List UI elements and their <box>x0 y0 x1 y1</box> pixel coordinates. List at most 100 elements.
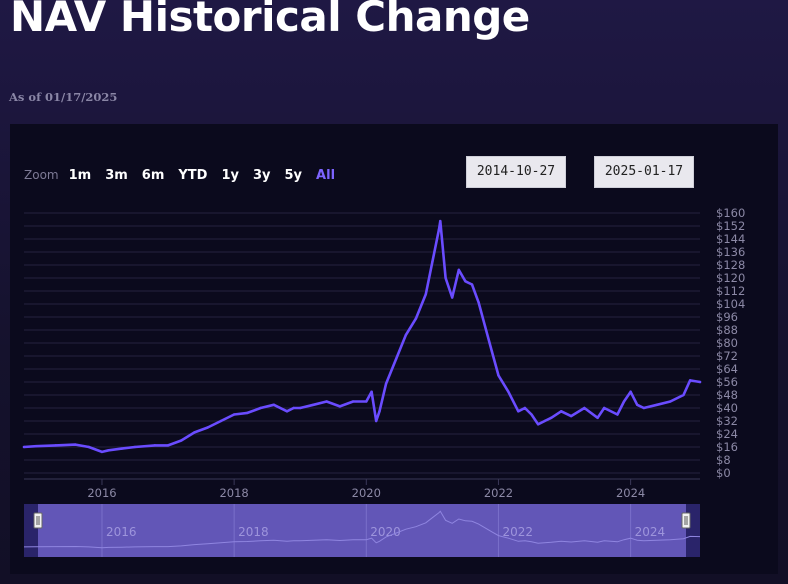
data-point <box>616 413 619 416</box>
data-point <box>490 349 494 353</box>
data-point <box>232 413 236 416</box>
data-point <box>87 445 90 449</box>
data-point <box>193 431 196 434</box>
data-point <box>431 260 434 263</box>
y-tick-label: $0 <box>716 466 731 480</box>
data-point <box>22 445 26 449</box>
y-tick-label: $40 <box>716 401 738 415</box>
y-tick-label: $160 <box>716 206 745 220</box>
y-tick-label: $80 <box>716 336 738 350</box>
data-point <box>484 325 487 328</box>
chart-panel: Zoom 1m 3m 6m YTD 1y 3y 5y All 2014-10-2… <box>10 124 778 574</box>
data-point <box>100 450 104 454</box>
data-point <box>351 400 355 403</box>
data-point <box>629 390 632 393</box>
data-point <box>437 228 441 231</box>
data-point <box>682 393 685 397</box>
y-tick-label: $32 <box>716 414 738 428</box>
y-tick-label: $64 <box>716 362 738 376</box>
data-point <box>54 444 57 447</box>
data-point <box>464 280 467 283</box>
data-point <box>530 413 533 416</box>
data-point <box>384 382 388 385</box>
data-point <box>153 444 157 447</box>
data-point <box>166 444 170 447</box>
data-point <box>285 410 289 413</box>
navigator-tick-label: 2018 <box>238 525 269 539</box>
zoom-1y-button[interactable]: 1y <box>221 167 239 183</box>
zoom-5y-button[interactable]: 5y <box>284 167 303 183</box>
data-point <box>642 406 646 410</box>
data-point <box>688 379 692 382</box>
zoom-all-button[interactable]: All <box>316 167 336 183</box>
data-point <box>439 219 442 223</box>
navigator-left-handle[interactable] <box>33 512 43 529</box>
y-tick-label: $112 <box>716 284 745 298</box>
data-point <box>569 414 573 418</box>
zoom-3y-button[interactable]: 3y <box>252 167 271 183</box>
zoom-label: Zoom <box>24 168 59 182</box>
navigator-tick-label: 2016 <box>106 525 137 539</box>
y-tick-label: $120 <box>716 271 745 285</box>
y-tick-label: $104 <box>716 297 745 311</box>
data-point <box>517 410 520 413</box>
data-point <box>338 405 342 408</box>
data-point <box>636 403 639 406</box>
zoom-ytd-button[interactable]: YTD <box>178 167 208 183</box>
data-point <box>219 419 223 423</box>
to-date-input[interactable]: 2025-01-17 <box>594 156 694 188</box>
y-tick-label: $88 <box>716 323 738 337</box>
data-point <box>536 423 540 426</box>
navigator-tick-label: 2022 <box>502 525 533 539</box>
data-point <box>414 317 418 320</box>
data-point <box>370 390 373 393</box>
data-point <box>450 296 454 299</box>
data-point <box>669 400 672 403</box>
data-point <box>523 406 527 410</box>
data-point <box>583 406 586 410</box>
y-tick-label: $72 <box>716 349 738 363</box>
zoom-1m-button[interactable]: 1m <box>68 167 92 183</box>
data-point <box>470 283 474 286</box>
zoom-range-selector: Zoom 1m 3m 6m YTD 1y 3y 5y All <box>24 166 349 184</box>
navigator-series-line <box>23 510 701 549</box>
navigator-right-handle[interactable] <box>681 512 691 529</box>
data-point <box>133 445 137 449</box>
data-point <box>560 410 563 413</box>
y-tick-label: $152 <box>716 219 745 233</box>
x-tick-label: 2022 <box>484 486 513 500</box>
y-tick-label: $56 <box>716 375 738 389</box>
data-point <box>655 403 659 406</box>
data-point <box>365 400 368 403</box>
data-point <box>107 449 110 452</box>
y-tick-label: $16 <box>716 440 738 454</box>
zoom-6m-button[interactable]: 6m <box>141 167 165 183</box>
data-point <box>325 400 328 403</box>
data-point <box>477 301 480 304</box>
from-date-input[interactable]: 2014-10-27 <box>466 156 566 188</box>
y-tick-label: $48 <box>716 388 738 402</box>
data-point <box>312 403 315 406</box>
data-point <box>375 419 378 423</box>
data-point <box>299 406 302 410</box>
navigator-tick-label: 2024 <box>635 525 666 539</box>
y-tick-label: $96 <box>716 310 738 324</box>
zoom-3m-button[interactable]: 3m <box>105 167 128 183</box>
data-point <box>444 276 447 280</box>
data-point <box>272 403 275 406</box>
page-title: NAV Historical Change <box>10 0 530 41</box>
x-tick-label: 2016 <box>87 486 116 500</box>
data-point <box>507 390 510 393</box>
y-tick-label: $8 <box>716 453 731 467</box>
y-tick-label: $136 <box>716 245 745 259</box>
data-point <box>246 411 249 415</box>
data-point <box>292 406 295 410</box>
data-point <box>404 333 408 337</box>
y-tick-label: $128 <box>716 258 745 272</box>
data-point <box>497 374 500 377</box>
data-point <box>622 400 626 403</box>
data-point <box>74 443 77 446</box>
nav-line-chart: $0$8$16$24$32$40$48$56$64$72$80$88$96$10… <box>22 206 745 557</box>
data-point <box>259 406 262 410</box>
navigator-tick-label: 2020 <box>370 525 401 539</box>
